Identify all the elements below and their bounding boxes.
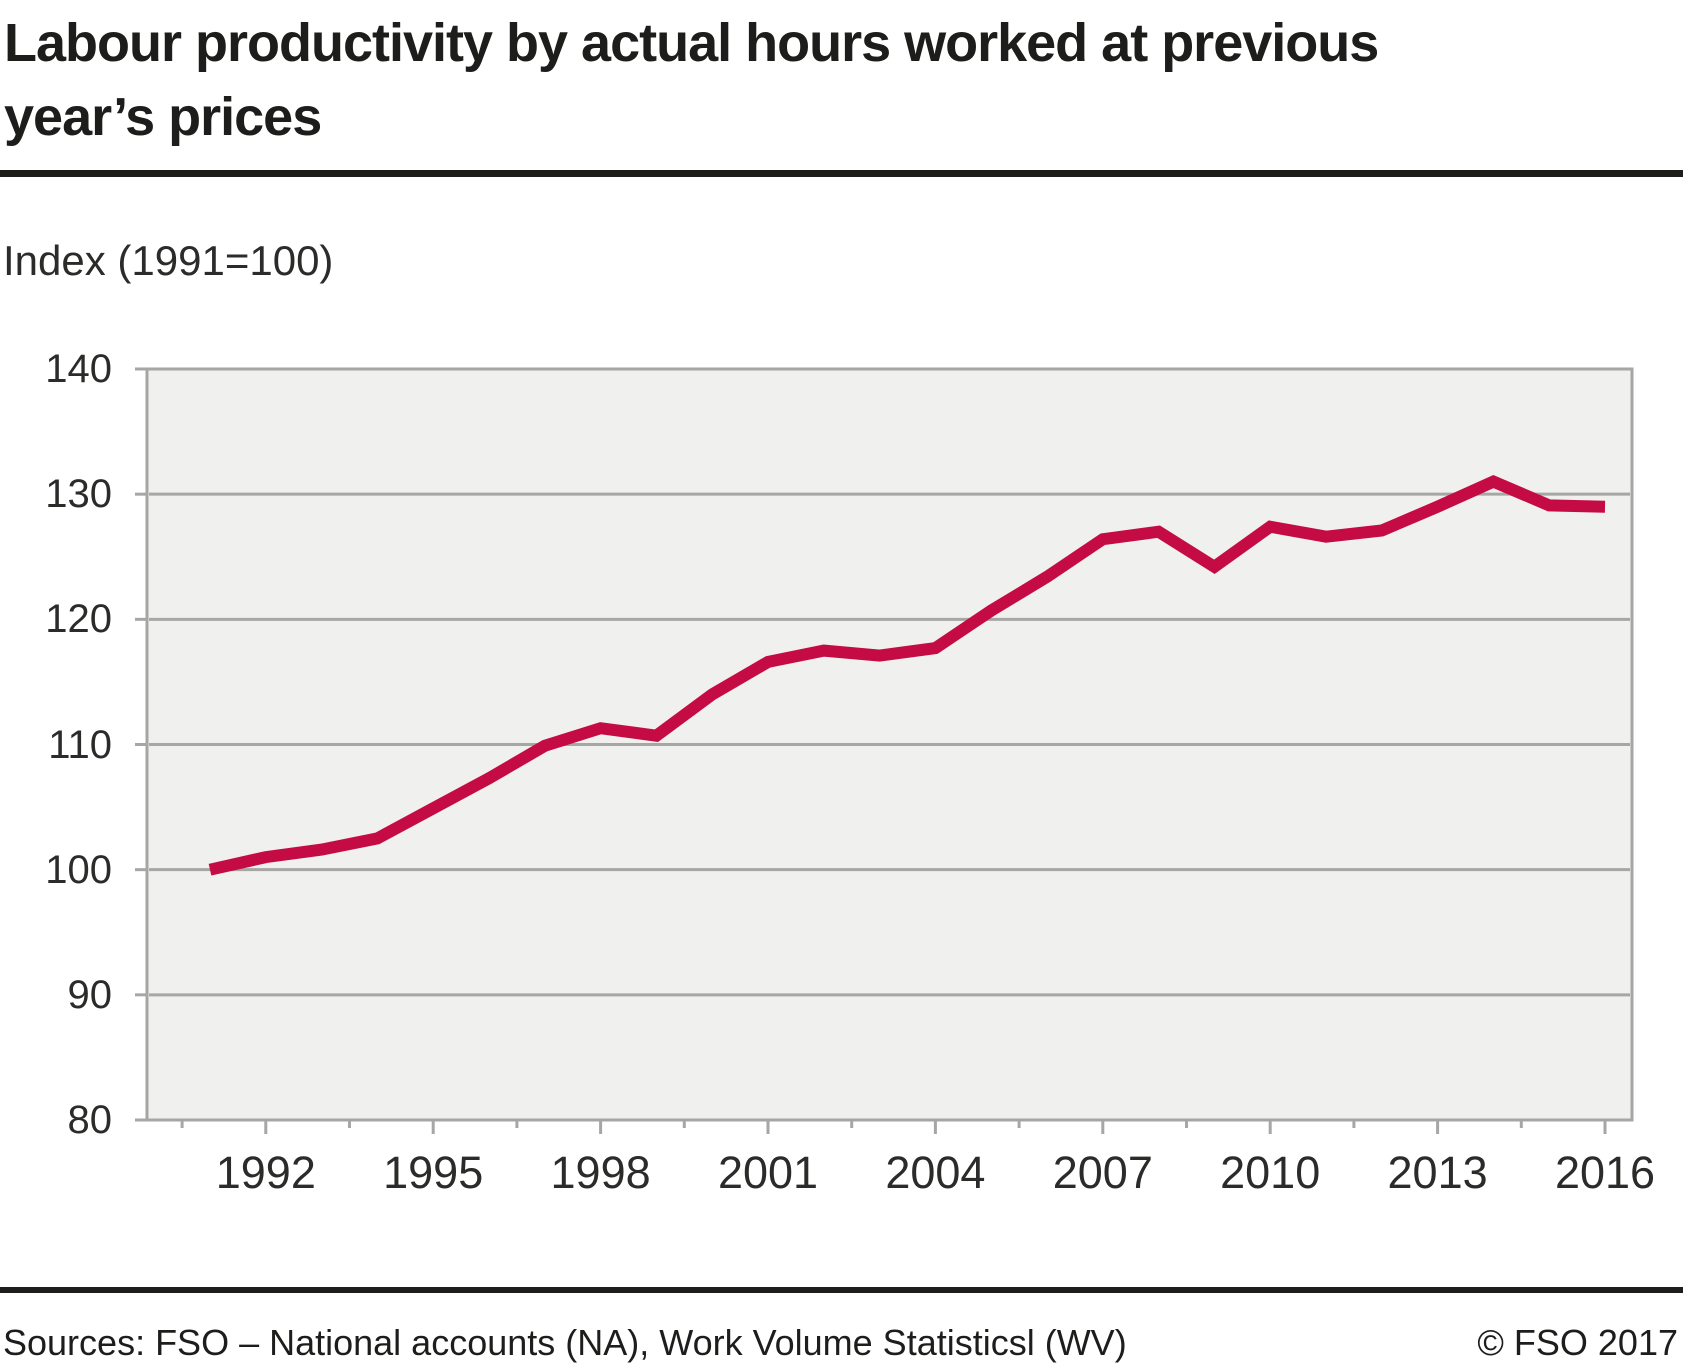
y-axis-label-100: 100 — [45, 847, 112, 892]
footer-divider-rule — [0, 1287, 1683, 1293]
page-title: Labour productivity by actual hours work… — [4, 6, 1679, 154]
x-axis-label-1992: 1992 — [215, 1147, 316, 1198]
x-axis-label-2016: 2016 — [1554, 1147, 1656, 1198]
x-axis-label-2001: 2001 — [717, 1147, 819, 1198]
x-axis-label-1995: 1995 — [383, 1147, 484, 1198]
page-title-line2: year’s prices — [4, 87, 322, 147]
copyright-text: © FSO 2017 — [1477, 1322, 1678, 1363]
sources-text: Sources: FSO – National accounts (NA), W… — [3, 1322, 1127, 1363]
y-axis-label-130: 130 — [45, 472, 112, 517]
y-axis-label-90: 90 — [67, 972, 113, 1017]
y-axis-label-110: 110 — [48, 722, 112, 767]
y-axis-label-120: 120 — [45, 597, 112, 642]
y-axis-label-140: 140 — [45, 347, 112, 391]
x-axis-label-2013: 2013 — [1387, 1147, 1488, 1198]
index-axis-caption: Index (1991=100) — [3, 237, 334, 284]
x-axis-label-1998: 1998 — [550, 1147, 651, 1198]
title-divider-rule — [0, 170, 1683, 177]
x-axis-label-2010: 2010 — [1220, 1147, 1321, 1198]
x-axis-label-2004: 2004 — [885, 1147, 986, 1198]
y-axis-label-80: 80 — [67, 1098, 113, 1142]
productivity-line — [208, 475, 1606, 876]
page-title-line1: Labour productivity by actual hours work… — [4, 13, 1379, 73]
x-axis-label-2007: 2007 — [1052, 1147, 1153, 1198]
